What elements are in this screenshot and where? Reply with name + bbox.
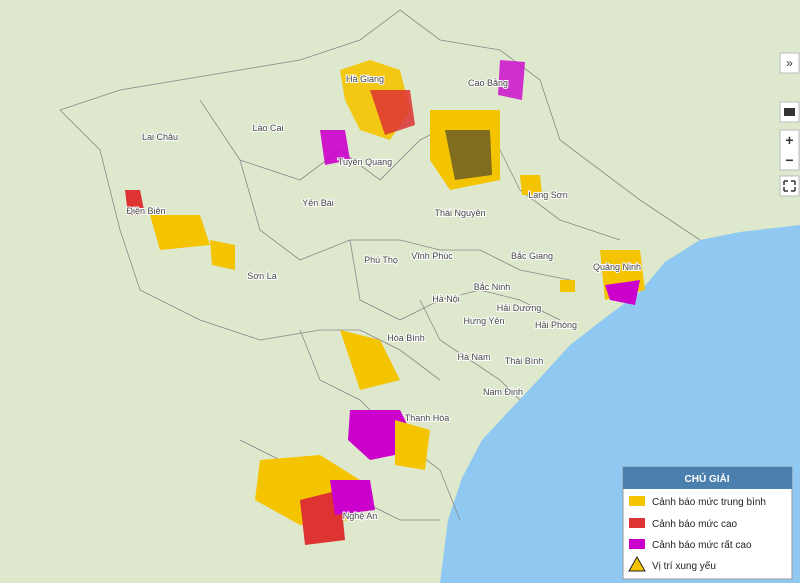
zoom-buttons[interactable] — [779, 129, 800, 171]
province-label: Tuyên Quang — [338, 157, 392, 167]
legend-swatch — [629, 518, 645, 528]
legend-swatch — [629, 496, 645, 506]
province-label: Hưng Yên — [464, 316, 505, 326]
province-label: Hải Phòng — [535, 320, 577, 330]
province-label: Quảng Ninh — [593, 262, 641, 272]
legend-title: CHÚ GIẢI — [685, 472, 730, 485]
legend-swatch — [629, 539, 645, 549]
province-label: Vĩnh Phúc — [411, 251, 453, 261]
legend: CHÚ GIẢI Cảnh báo mức trung bình Cảnh bá… — [622, 466, 793, 580]
province-label: Nghệ An — [343, 511, 378, 521]
legend-label: Cảnh báo mức cao — [652, 519, 738, 530]
province-label: Thanh Hóa — [405, 413, 450, 423]
province-label: Lào Cai — [252, 123, 283, 133]
province-label: Hà Nội — [432, 294, 460, 304]
legend-label: Vị trí xung yếu — [652, 560, 716, 572]
province-label: Hòa Bình — [387, 333, 425, 343]
province-label: Hà Nam — [457, 352, 490, 362]
province-label: Nam Định — [483, 387, 523, 397]
province-label: Cao Bằng — [468, 78, 508, 88]
province-label: Bắc Giang — [511, 251, 553, 261]
province-label: Hải Dương — [497, 303, 541, 313]
province-label: Thái Bình — [505, 356, 544, 366]
map-controls[interactable]: » + − — [779, 52, 800, 197]
print-icon — [784, 108, 795, 116]
province-labels: Lai Châu Lào Cai Hà Giang Cao Bằng Tuyên Qua… — [125, 73, 642, 522]
province-label: Thái Nguyên — [434, 208, 485, 218]
legend-icon — [628, 555, 646, 572]
fullscreen-button[interactable] — [779, 175, 800, 197]
zoom-out[interactable]: − — [785, 152, 793, 168]
warning-areas — [125, 60, 645, 545]
province-label: Lạng Sơn — [528, 190, 567, 200]
legend-label: Cảnh báo mức trung bình — [652, 497, 766, 508]
province-label: Hà Giang — [346, 74, 384, 84]
legend-header — [623, 467, 792, 489]
province-label: Yên Bái — [302, 198, 334, 208]
fullscreen-icon — [783, 180, 796, 192]
collapse-icon[interactable]: » — [786, 56, 793, 70]
zoom-in[interactable]: + — [785, 132, 793, 148]
province-label: Phú Thọ — [364, 255, 398, 265]
province-label: Điện Biên — [126, 206, 165, 216]
collapse-button[interactable] — [779, 52, 800, 74]
province-label: Bắc Ninh — [474, 282, 511, 292]
legend-label: Cảnh báo mức rất cao — [652, 539, 752, 551]
province-label: Lai Châu — [142, 132, 178, 142]
province-label: Sơn La — [247, 271, 276, 281]
